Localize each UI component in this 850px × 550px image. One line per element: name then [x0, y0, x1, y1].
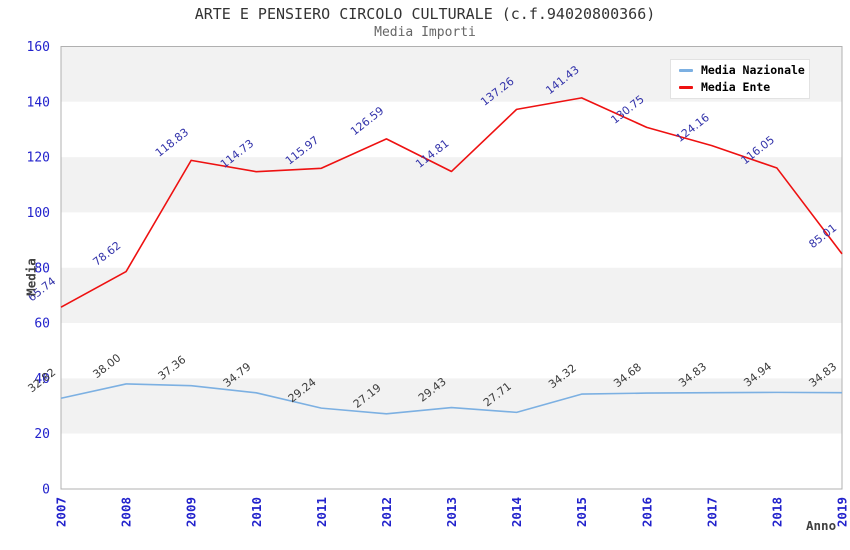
media-ente-line	[60, 97, 843, 308]
legend-label: Media Ente	[701, 80, 771, 94]
x-tick-label: 2012	[379, 497, 394, 527]
chart-title: ARTE E PENSIERO CIRCOLO CULTURALE (c.f.9…	[194, 5, 656, 23]
plot-band	[61, 212, 842, 268]
chart-subtitle: Media Importi	[374, 25, 476, 40]
chart-legend: Media Nazionale Media Ente	[670, 59, 810, 99]
legend-item-media-nazionale: Media Nazionale	[679, 62, 809, 77]
media-nazionale-line	[60, 383, 843, 415]
x-tick-label: 2007	[54, 497, 69, 527]
media-ente-swatch-icon	[679, 86, 693, 90]
x-tick-label: 2017	[704, 497, 719, 527]
plot-band	[61, 323, 842, 379]
x-tick-label: 2015	[574, 497, 589, 527]
x-tick-label: 2009	[184, 497, 199, 527]
x-tick-label: 2016	[639, 497, 654, 527]
legend-item-media-ente: Media Ente	[679, 80, 809, 94]
legend-label: Media Nazionale	[701, 62, 805, 77]
plot-band	[61, 433, 842, 489]
plot-band	[61, 157, 842, 213]
x-tick-label: 2013	[444, 497, 459, 527]
plot-band	[61, 101, 842, 158]
y-tick-label: 120	[27, 151, 50, 166]
x-tick-label: 2011	[314, 497, 329, 527]
x-tick-label: 2018	[769, 497, 784, 527]
y-tick-label: 160	[27, 40, 50, 55]
y-tick-label: 60	[34, 317, 50, 332]
x-axis-title: Anno	[806, 518, 837, 533]
x-tick-label: 2010	[249, 497, 264, 527]
y-tick-label: 20	[34, 427, 50, 442]
plot-band	[61, 267, 842, 324]
x-tick-label: 2014	[509, 497, 524, 527]
plot-border	[60, 46, 843, 490]
x-tick-label: 2019	[835, 497, 850, 527]
y-tick-label: 140	[27, 95, 50, 110]
media-nazionale-swatch-icon	[679, 68, 693, 72]
data-point-label: 32.82	[25, 366, 58, 396]
x-tick-label: 2008	[119, 497, 134, 527]
y-tick-label: 100	[27, 206, 50, 221]
y-tick-label: 0	[42, 483, 50, 498]
y-tick-label: 40	[34, 372, 50, 387]
y-axis-title: Media	[23, 258, 39, 296]
y-tick-label: 80	[34, 261, 50, 276]
plot-band	[61, 378, 842, 434]
